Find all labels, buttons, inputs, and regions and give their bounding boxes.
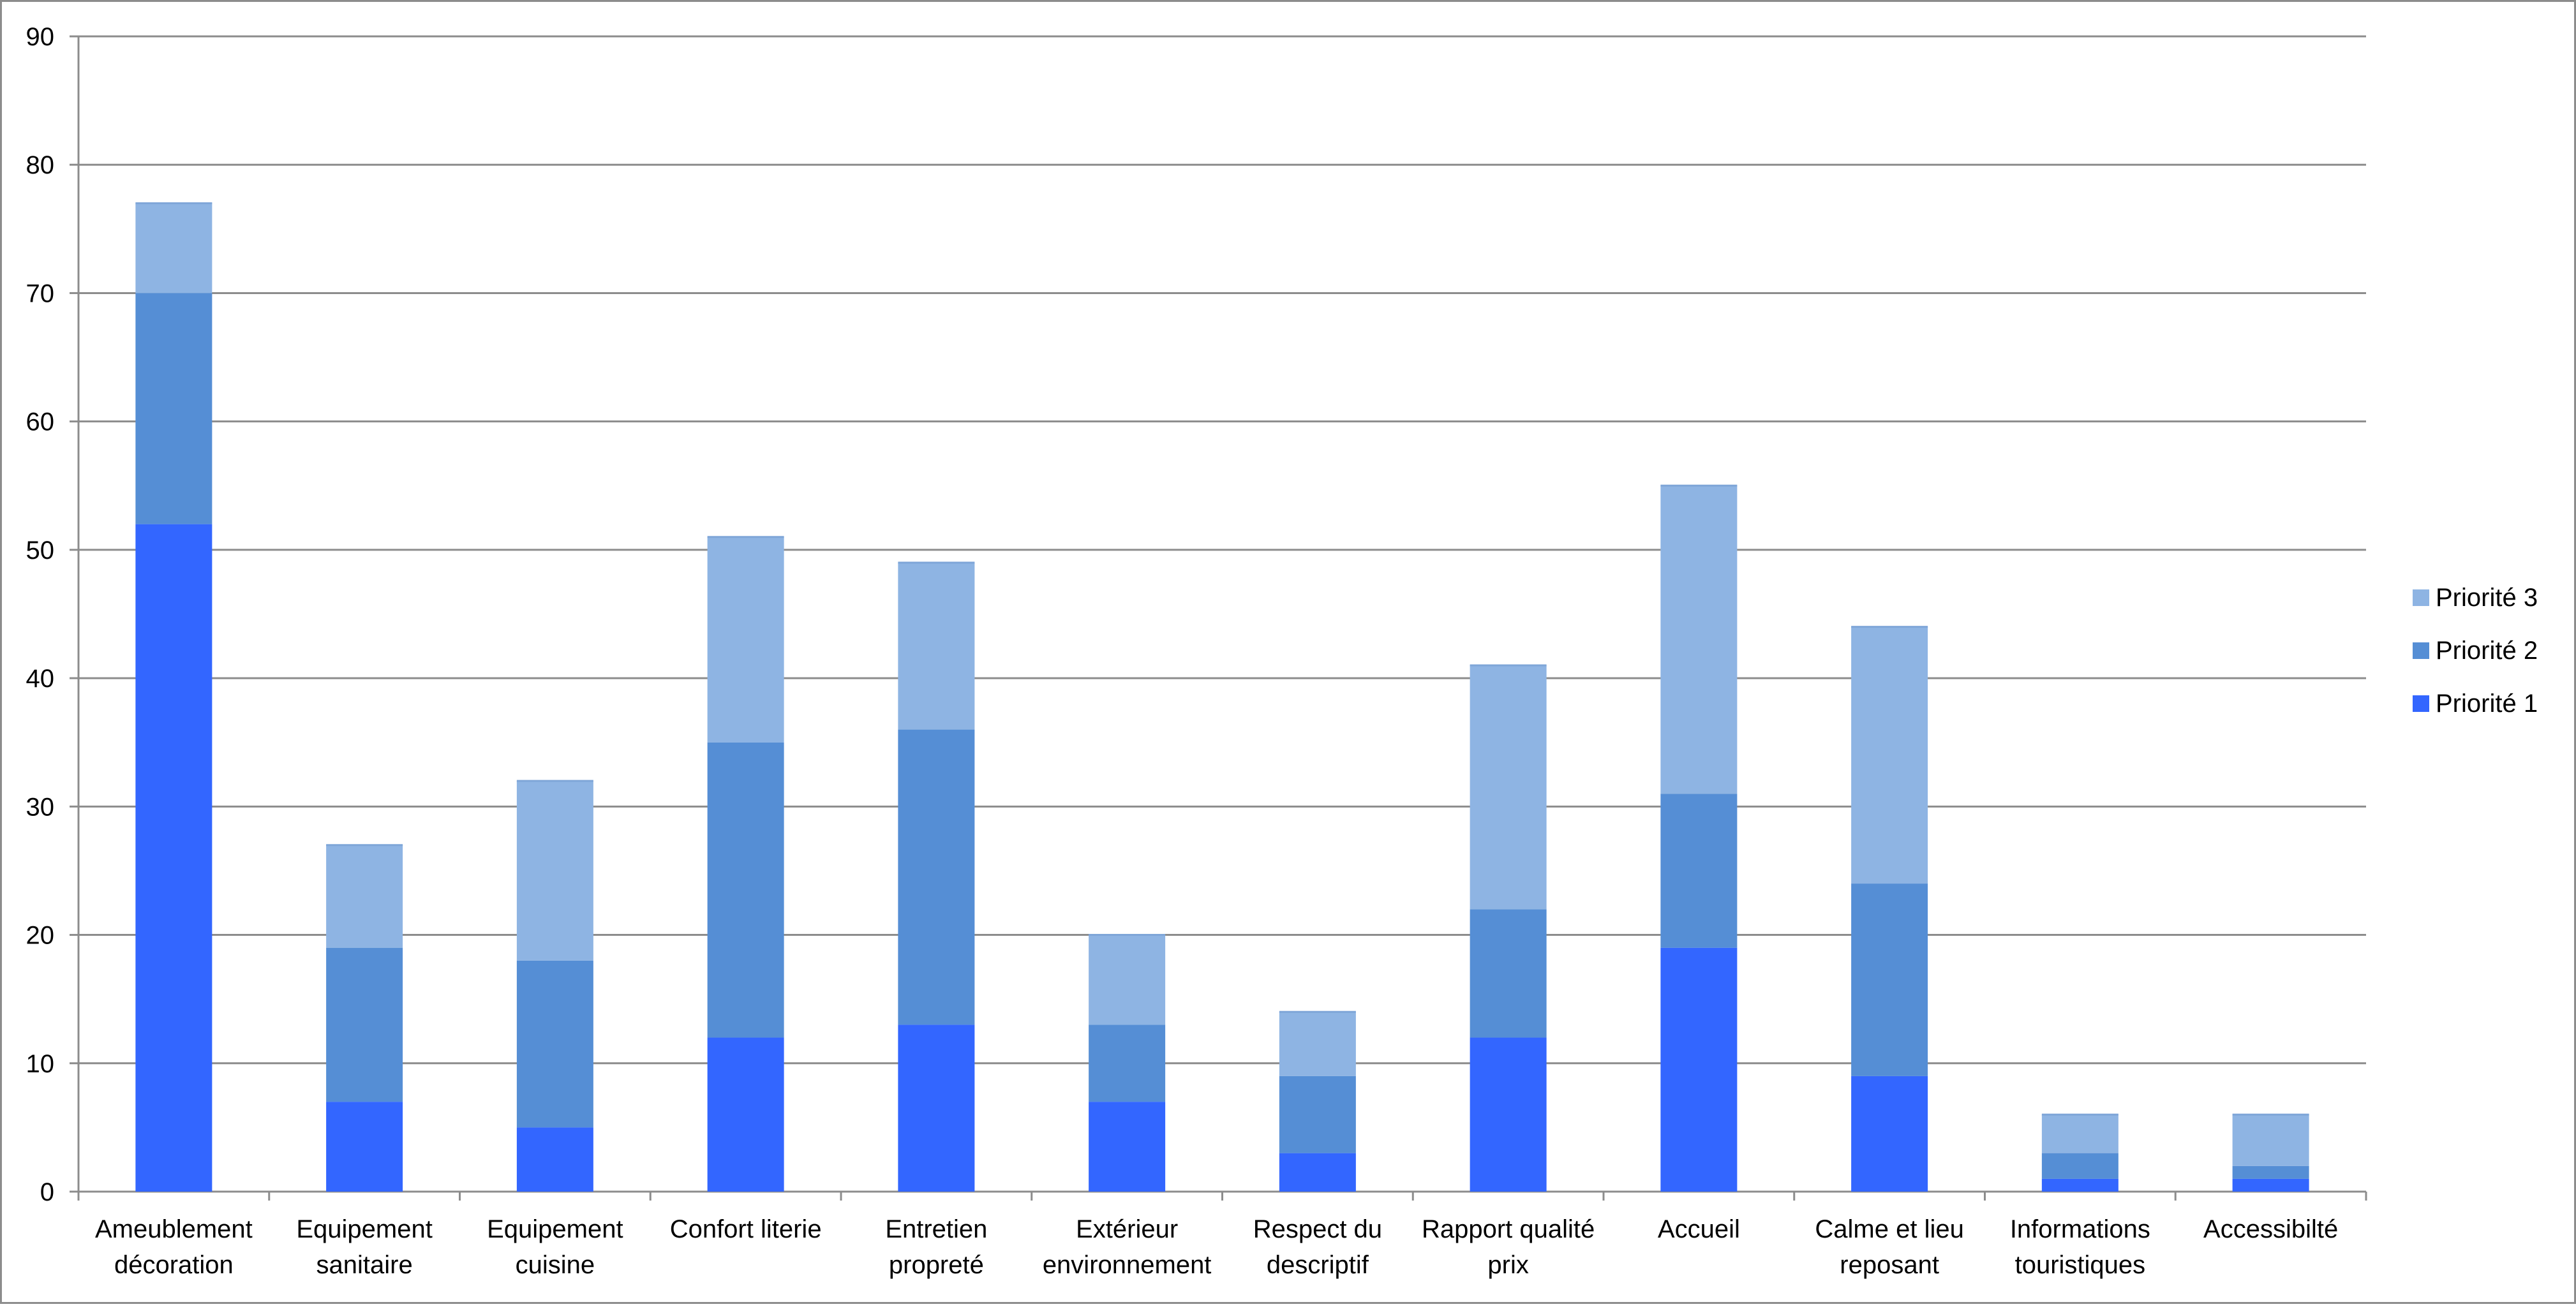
bar-segment-priorit-2-0 [135,293,212,524]
bar-segment-priorit-1-8 [1660,947,1738,1192]
bar-segment-priorit-1-3 [707,1037,784,1192]
x-tick-label: Informations touristiques [2010,1215,2150,1279]
bar-segment-priorit-2-2 [516,960,593,1128]
y-tick-label: 50 [26,536,55,565]
legend-label: Priorité 3 [2436,584,2538,612]
legend: Priorité 3 Priorité 2 Priorité 1 [2413,584,2538,718]
bar-segment-priorit-1-2 [516,1127,593,1192]
y-tick-label: 20 [26,922,55,950]
bars [135,202,2309,1192]
legend-swatch [2413,589,2429,606]
bar-segment-priorit-2-9 [1851,884,1928,1076]
bar-segment-priorit-2-6 [1279,1076,1356,1153]
legend-swatch [2413,642,2429,659]
legend-swatch [2413,695,2429,712]
bar-segment-priorit-1-10 [2041,1178,2118,1192]
bar-segment-priorit-1-7 [1470,1037,1547,1192]
y-tick-label: 70 [26,279,55,307]
y-tick-label: 60 [26,408,55,436]
axes [70,35,2367,1201]
bar-segment-priorit-3-1 [326,845,403,948]
x-tick-labels: Ameublement décoration Equipement sanitaire… [95,1215,2338,1279]
legend-label: Priorité 2 [2436,637,2538,665]
x-tick-label: Confort literie [670,1215,822,1243]
bar-segment-priorit-1-1 [326,1102,403,1192]
bar-segment-priorit-3-2 [516,781,593,961]
bar-segment-priorit-2-3 [707,742,784,1038]
bar-segment-priorit-3-9 [1851,626,1928,884]
bar-segment-priorit-3-7 [1470,665,1547,910]
bar-segment-priorit-2-1 [326,947,403,1102]
bar-segment-priorit-1-11 [2232,1178,2309,1192]
bar-segment-priorit-3-0 [135,203,212,293]
x-tick-label: Ameublement décoration [95,1215,253,1279]
bar-segment-priorit-2-10 [2041,1153,2118,1179]
bar-segment-priorit-3-4 [898,563,975,730]
bar-segment-priorit-1-5 [1089,1102,1166,1192]
y-tick-labels: 0 10 20 30 40 50 60 70 80 90 [26,23,55,1206]
bar-segment-priorit-3-10 [2041,1114,2118,1153]
x-tick-label: Accessibilté [2203,1215,2338,1243]
bar-segment-priorit-3-3 [707,536,784,743]
x-tick-label: Equipement cuisine [487,1215,623,1279]
y-tick-label: 10 [26,1050,55,1078]
x-tick-label: Respect du descriptif [1253,1215,1382,1279]
bar-segment-priorit-2-8 [1660,794,1738,948]
bar-segment-priorit-1-0 [135,524,212,1192]
y-tick-label: 90 [26,23,55,51]
y-tick-label: 40 [26,665,55,693]
x-tick-label: Calme et lieu reposant [1815,1215,1963,1279]
bar-segment-priorit-2-5 [1089,1024,1166,1102]
bar-segment-priorit-2-11 [2232,1165,2309,1179]
bar-segment-priorit-2-4 [898,729,975,1025]
y-tick-label: 0 [40,1178,54,1206]
bar-segment-priorit-3-11 [2232,1114,2309,1166]
x-tick-label: Extérieur environnement [1043,1215,1212,1279]
x-tick-label: Accueil [1658,1215,1740,1243]
gridlines [78,35,2366,1065]
legend-label: Priorité 1 [2436,690,2538,718]
bar-segment-priorit-1-4 [898,1024,975,1192]
x-tick-label: Equipement sanitaire [296,1215,432,1279]
y-tick-label: 30 [26,793,55,821]
bar-segment-priorit-2-7 [1470,909,1547,1038]
y-tick-label: 80 [26,151,55,179]
bar-segment-priorit-3-5 [1089,935,1166,1025]
bar-segment-priorit-3-8 [1660,485,1738,794]
bar-segment-priorit-1-6 [1279,1153,1356,1192]
x-tick-label: Entretien propreté [885,1215,987,1279]
x-tick-label: Rapport qualité prix [1422,1215,1595,1279]
bar-segment-priorit-3-6 [1279,1012,1356,1076]
bar-segment-priorit-1-9 [1851,1076,1928,1192]
